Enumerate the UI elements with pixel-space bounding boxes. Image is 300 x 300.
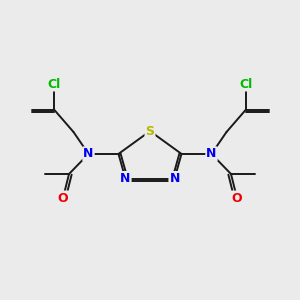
Text: N: N xyxy=(169,172,180,185)
Text: Cl: Cl xyxy=(47,77,61,91)
Text: O: O xyxy=(232,191,242,205)
Text: O: O xyxy=(58,191,68,205)
Text: Cl: Cl xyxy=(239,77,253,91)
Text: S: S xyxy=(146,124,154,138)
Text: N: N xyxy=(83,147,94,161)
Text: N: N xyxy=(206,147,217,161)
Text: N: N xyxy=(120,172,130,185)
